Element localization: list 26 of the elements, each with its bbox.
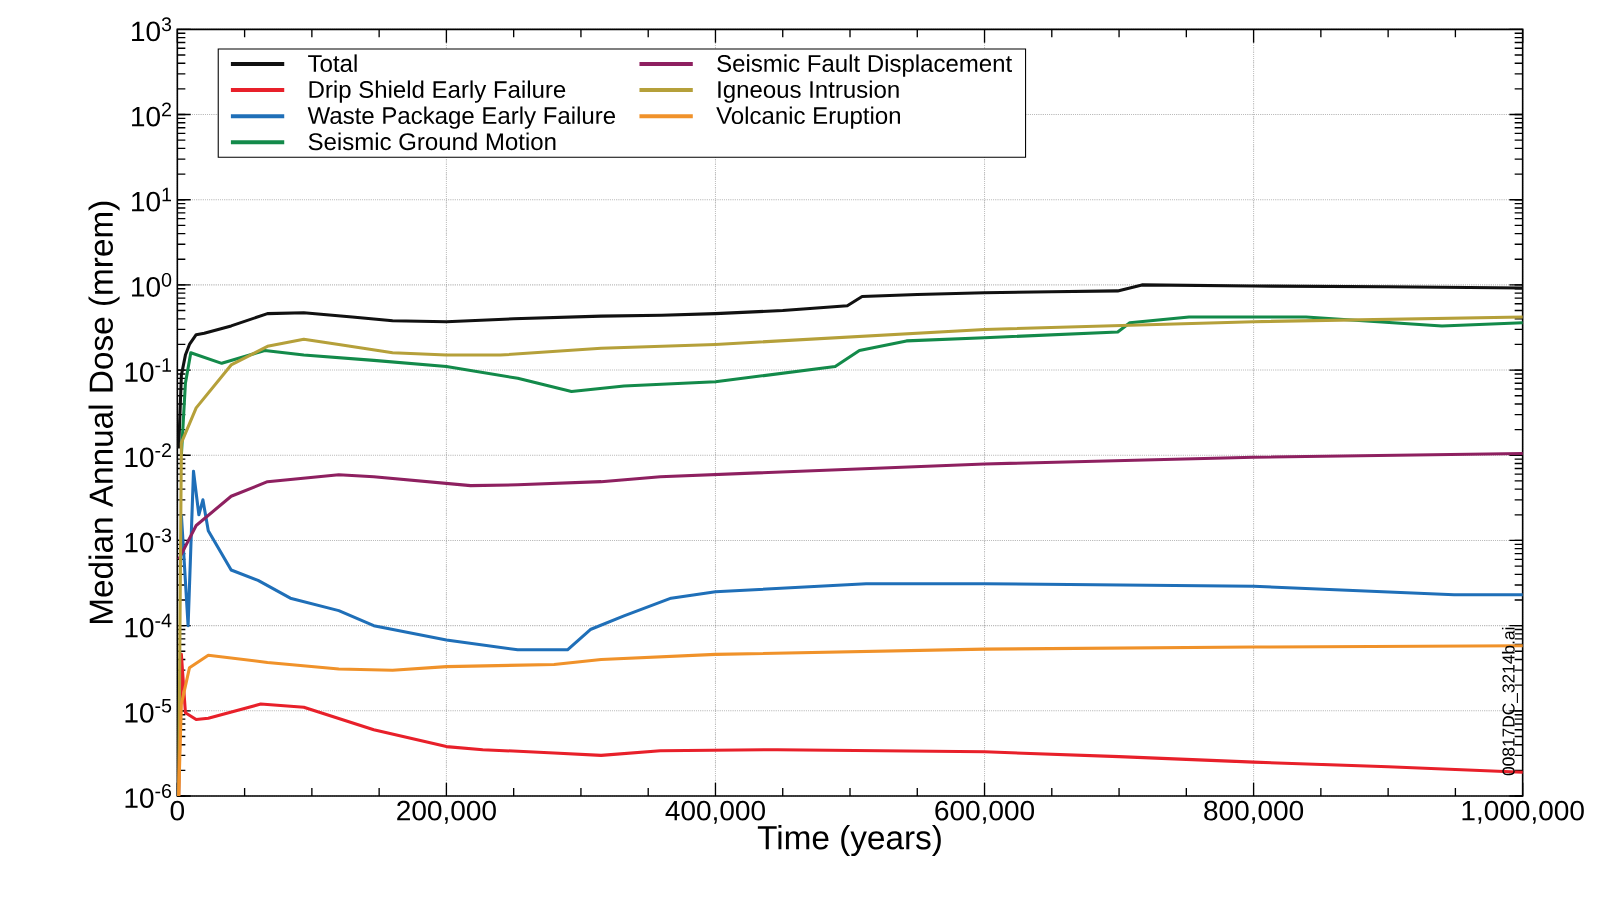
x-tick-label: 1,000,000	[1462, 800, 1584, 824]
y-tick-label: 10$^{-3}$	[125, 528, 172, 553]
legend-label: Igneous Intrusion	[718, 80, 899, 103]
y-tick-label: 10$^{-6}$	[125, 784, 172, 808]
legend-label: Seismic Ground Motion	[308, 132, 556, 151]
legend-label: Waste Package Early Failure	[307, 106, 616, 129]
legend-label: Seismic Fault Displacement	[717, 54, 1012, 77]
x-tick-label: 0	[170, 800, 185, 821]
y-axis-title: Median Annual Dose (mrem)	[88, 201, 120, 623]
x-tick-label: 600,000	[935, 800, 1035, 824]
y-tick-label: 10$^{2}$	[132, 102, 171, 127]
y-tick-label: 10$^{-2}$	[125, 443, 171, 468]
y-tick-label: 10$^{3}$	[132, 17, 172, 42]
x-axis-title: Time (years)	[757, 825, 941, 857]
y-tick-label: 10$^{0}$	[132, 272, 172, 297]
x-tick-label: 400,000	[665, 800, 765, 824]
annotation: 00817DC_3214b.ai	[1501, 627, 1518, 776]
legend-label: Volcanic Eruption	[716, 106, 900, 129]
y-tick-label: 10$^{-4}$	[125, 613, 172, 638]
y-tick-label: 10$^{-1}$	[125, 358, 171, 382]
y-tick-label: 10$^{1}$	[132, 187, 171, 212]
legend-label: Total	[308, 54, 357, 72]
x-tick-label: 800,000	[1204, 800, 1304, 824]
x-tick-label: 200,000	[397, 800, 496, 824]
legend-label: Drip Shield Early Failure	[309, 80, 566, 103]
y-tick-label: 10$^{-5}$	[125, 698, 172, 723]
